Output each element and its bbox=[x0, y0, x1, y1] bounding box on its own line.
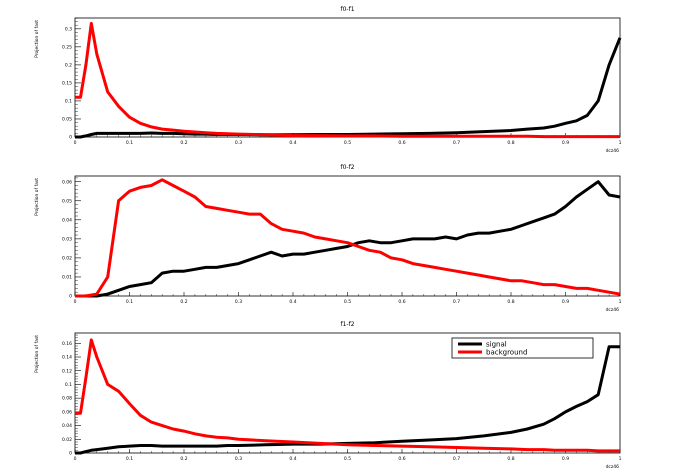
series-line-background bbox=[75, 21, 620, 139]
y-axis-label: Projection of fast bbox=[34, 335, 40, 373]
x-axis-label: dcz46 bbox=[606, 464, 620, 470]
y-axis-label: Projection of fast bbox=[34, 178, 40, 216]
y-tick-label: 0 bbox=[69, 294, 72, 300]
x-tick-label: 0.9 bbox=[562, 456, 569, 462]
y-tick-label: 0.05 bbox=[62, 117, 72, 123]
y-tick-label: 0.15 bbox=[62, 81, 72, 87]
x-tick-label: 0.4 bbox=[289, 456, 296, 462]
series-line-signal bbox=[75, 345, 620, 455]
y-tick-label: 0.1 bbox=[65, 382, 72, 388]
x-tick-label: 0 bbox=[74, 140, 77, 146]
legend-label-background: background bbox=[486, 349, 527, 357]
y-tick-label: 0.1 bbox=[65, 99, 72, 105]
x-tick-label: 0.9 bbox=[562, 299, 569, 305]
y-tick-label: 0.01 bbox=[62, 275, 72, 281]
y-tick-label: 0 bbox=[69, 135, 72, 141]
x-tick-label: 0.1 bbox=[126, 456, 133, 462]
x-tick-label: 0.3 bbox=[235, 299, 242, 305]
y-tick-label: 0.06 bbox=[62, 179, 72, 185]
plot-frame bbox=[74, 17, 621, 138]
x-tick-label: 0.1 bbox=[126, 299, 133, 305]
x-tick-label: 0.8 bbox=[507, 299, 514, 305]
y-tick-label: 0.02 bbox=[62, 437, 72, 443]
x-tick-label: 0.5 bbox=[344, 140, 351, 146]
x-tick-label: 0.2 bbox=[180, 299, 187, 305]
x-axis-label: dcz46 bbox=[606, 307, 620, 313]
y-tick-label: 0.3 bbox=[65, 26, 72, 32]
x-axis-label: dcz46 bbox=[606, 148, 620, 154]
y-tick-label: 0.04 bbox=[62, 217, 72, 223]
x-tick-label: 0.7 bbox=[453, 456, 460, 462]
x-tick-label: 0.5 bbox=[344, 299, 351, 305]
y-tick-label: 0.05 bbox=[62, 198, 72, 204]
legend-box bbox=[451, 337, 594, 359]
x-tick-label: 0 bbox=[74, 456, 77, 462]
y-tick-label: 0 bbox=[69, 451, 72, 457]
y-tick-label: 0.06 bbox=[62, 409, 72, 415]
y-tick-label: 0.2 bbox=[65, 62, 72, 68]
y-axis-label: Projection of fast bbox=[34, 20, 40, 58]
chart-panel-f0-f2: f0-f2 Projection of fast dcz46 0 0.1 0.2 0.3 0.… bbox=[34, 164, 622, 313]
x-tick-label: 0.6 bbox=[398, 140, 405, 146]
x-tick-label: 0.7 bbox=[453, 299, 460, 305]
x-tick-label: 1 bbox=[619, 140, 622, 146]
x-tick-label: 0.6 bbox=[398, 299, 405, 305]
x-tick-label: 0.8 bbox=[507, 456, 514, 462]
y-tick-label: 0.16 bbox=[62, 341, 72, 347]
x-tick-label: 0.6 bbox=[398, 456, 405, 462]
x-tick-label: 0.5 bbox=[344, 456, 351, 462]
chart-panel-f1-f2: f1-f2 Projection of fast dcz46 0 0.1 0.2 0.3 0.… bbox=[34, 321, 622, 470]
chart-title: f1-f2 bbox=[340, 321, 354, 328]
x-tick-label: 0.7 bbox=[453, 140, 460, 146]
x-tick-label: 1 bbox=[619, 299, 622, 305]
series-line-signal bbox=[75, 37, 622, 139]
x-tick-label: 0.8 bbox=[507, 140, 514, 146]
y-tick-label: 0.04 bbox=[62, 423, 72, 429]
x-tick-label: 0.3 bbox=[235, 456, 242, 462]
y-tick-label: 0.12 bbox=[62, 368, 72, 374]
x-tick-label: 0 bbox=[74, 299, 77, 305]
y-tick-label: 0.02 bbox=[62, 256, 72, 262]
series-line-background bbox=[75, 178, 621, 298]
x-tick-label: 0.3 bbox=[235, 140, 242, 146]
chart-title: f0-f1 bbox=[340, 6, 354, 13]
x-tick-label: 0.1 bbox=[126, 140, 133, 146]
x-tick-label: 0.2 bbox=[180, 140, 187, 146]
x-tick-label: 0.9 bbox=[562, 140, 569, 146]
x-tick-label: 0.4 bbox=[289, 299, 296, 305]
x-tick-label: 0.4 bbox=[289, 140, 296, 146]
x-tick-label: 0.2 bbox=[180, 456, 187, 462]
series-line-background bbox=[75, 338, 620, 453]
y-tick-label: 0.25 bbox=[62, 44, 72, 50]
chart-panel-f0-f1: f0-f1 Projection of fast dcz46 0 0.1 0.2 0.3 0.… bbox=[34, 6, 622, 154]
y-tick-label: 0.14 bbox=[62, 355, 72, 361]
legend-label-signal: signal bbox=[486, 341, 507, 349]
x-tick-label: 1 bbox=[619, 456, 622, 462]
series-line-signal bbox=[75, 180, 621, 298]
chart-title: f0-f2 bbox=[340, 164, 354, 171]
y-tick-label: 0.08 bbox=[62, 396, 72, 402]
y-tick-label: 0.03 bbox=[62, 236, 72, 242]
